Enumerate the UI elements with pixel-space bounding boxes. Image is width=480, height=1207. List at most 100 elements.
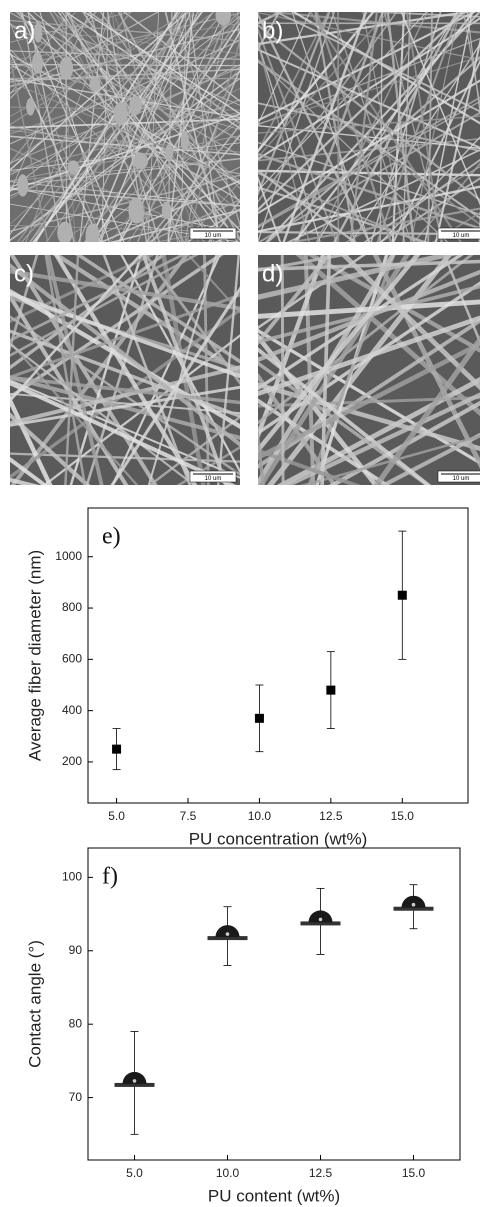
fiber (68, 12, 156, 242)
fiber (110, 286, 240, 485)
fiber (10, 68, 240, 83)
fiber (123, 12, 240, 103)
fiber (10, 12, 132, 165)
point (254, 713, 264, 723)
fiber (309, 12, 462, 242)
fiber (10, 12, 77, 75)
x-tick-label: 10.0 (248, 809, 272, 823)
fiber (10, 88, 240, 199)
fiber (258, 398, 390, 485)
fiber (258, 100, 480, 229)
fiber (258, 255, 421, 454)
fiber (376, 12, 460, 242)
fiber (258, 27, 338, 242)
fiber (10, 81, 240, 181)
fiber (258, 48, 480, 149)
x-tick-label: 5.0 (108, 809, 125, 823)
fiber (378, 177, 480, 242)
fiber (258, 23, 480, 202)
bead (133, 152, 149, 170)
droplet (122, 1071, 147, 1084)
fiber (33, 12, 203, 242)
fiber (350, 42, 480, 242)
fiber (69, 255, 143, 485)
fiber (102, 255, 192, 485)
fiber (77, 12, 184, 242)
fiber (10, 106, 240, 111)
fiber (10, 379, 240, 479)
fiber (10, 51, 102, 242)
fiber (10, 12, 98, 100)
sem-image (258, 12, 480, 242)
substrate (393, 906, 434, 911)
panel-label: c) (14, 260, 34, 287)
fiber (432, 211, 480, 242)
fiber (10, 12, 215, 165)
fiber (258, 60, 480, 220)
fiber (258, 12, 475, 46)
bead (128, 197, 144, 223)
fiber (52, 255, 240, 376)
y-tick-label: 80 (69, 1016, 83, 1030)
fiber (258, 259, 480, 272)
bead (165, 143, 174, 162)
fiber (307, 255, 480, 353)
sem-image (258, 255, 480, 485)
scale-bar-box (189, 470, 237, 483)
fiber (10, 255, 156, 324)
fiber (84, 117, 240, 242)
fiber (10, 12, 202, 117)
fiber (258, 40, 310, 242)
fiber (412, 162, 480, 242)
fiber (258, 12, 480, 61)
fiber (258, 185, 480, 233)
fiber (53, 255, 198, 485)
fiber (286, 148, 480, 242)
bead (67, 160, 80, 175)
fiber (183, 181, 240, 242)
fiber (161, 255, 206, 485)
bead (161, 201, 172, 220)
fiber (143, 255, 240, 386)
fiber (10, 365, 240, 426)
fiber (10, 12, 160, 94)
fiber (141, 255, 228, 485)
x-tick-label: 12.5 (319, 809, 343, 823)
fiber (10, 53, 49, 242)
fiber (258, 12, 281, 51)
fiber (75, 255, 240, 364)
fiber (207, 199, 240, 242)
fiber (45, 12, 201, 242)
fiber (10, 130, 240, 153)
fiber (146, 199, 240, 242)
fiber (10, 142, 240, 171)
fiber (59, 12, 177, 242)
fiber (10, 412, 91, 485)
fiber (10, 28, 240, 88)
fiber (101, 12, 109, 242)
scale-bar-box (189, 227, 237, 240)
fiber (315, 12, 393, 242)
fiber (266, 56, 480, 242)
y-axis-label: Average fiber diameter (nm) (25, 550, 44, 761)
fiber (10, 50, 240, 60)
point (326, 685, 336, 695)
bead (129, 95, 143, 115)
bead (215, 12, 232, 26)
fiber (59, 121, 240, 242)
fiber (46, 255, 104, 485)
fiber (405, 12, 442, 242)
fiber (10, 70, 240, 241)
y-tick-label: 1000 (55, 549, 82, 563)
fiber (44, 255, 87, 485)
fiber (167, 12, 194, 242)
y-tick-label: 800 (62, 600, 82, 614)
fiber (16, 12, 195, 242)
fiber (258, 255, 366, 330)
droplet (401, 895, 426, 908)
scale-bar-label: 10 um (205, 233, 222, 239)
scale-bar-box (437, 470, 480, 483)
y-axis-label: Contact angle (°) (25, 940, 44, 1068)
fiber (283, 392, 480, 485)
